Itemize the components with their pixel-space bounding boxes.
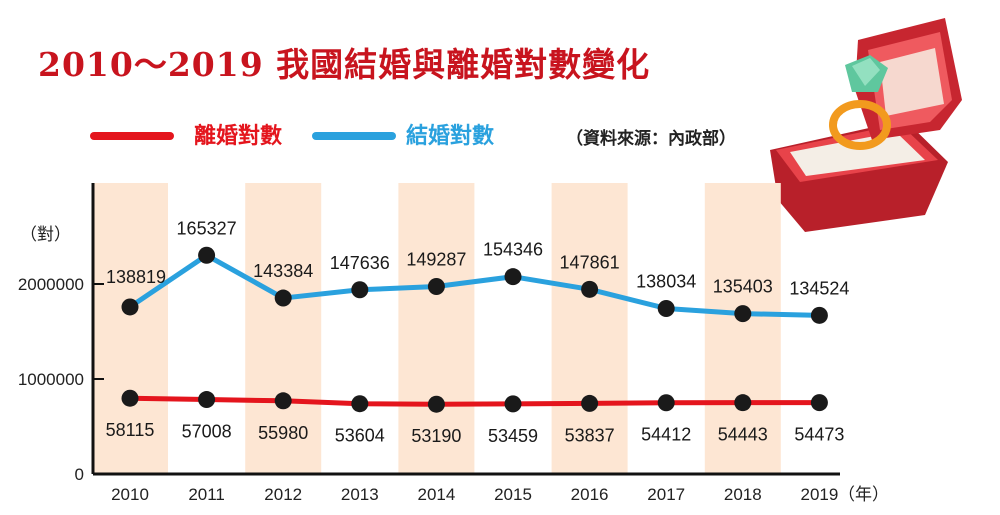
- data-label: 54412: [641, 425, 691, 445]
- x-tick-label: 2019: [800, 485, 838, 504]
- chart-title: 2010～2019 我國結婚與離婚對數變化: [38, 45, 651, 84]
- data-point: [810, 394, 828, 412]
- year-band: [92, 183, 168, 474]
- data-label: 53604: [335, 426, 385, 446]
- x-tick-label: 2015: [494, 485, 532, 504]
- data-point: [198, 246, 216, 264]
- data-label: 147861: [560, 252, 620, 272]
- data-label: 143384: [253, 261, 313, 281]
- data-point: [581, 394, 599, 412]
- data-point: [657, 299, 675, 317]
- series-group: 58115 57008 55980 53604 53190 53459 53837 54412…: [106, 218, 850, 446]
- x-tick-labels: 2010 2011 2012 2013 2014 2015 2016 2017 2018 2019: [111, 485, 838, 504]
- legend-label-divorce: 離婚對數: [194, 123, 283, 148]
- data-label: 134524: [789, 278, 849, 298]
- data-point: [504, 268, 522, 286]
- data-label: 53459: [488, 426, 538, 446]
- data-label: 154346: [483, 240, 543, 260]
- legend: 離婚對數 結婚對數: [90, 118, 770, 152]
- x-tick-label: 2011: [188, 485, 225, 504]
- legend-label-marriage: 結婚對數: [406, 123, 495, 148]
- data-label: 54443: [718, 425, 768, 445]
- data-point: [734, 394, 752, 412]
- marriage-series-line: [127, 252, 822, 318]
- data-point: [351, 395, 369, 413]
- year-band: [398, 183, 475, 474]
- legend-swatch-marriage: [312, 132, 396, 140]
- data-point: [810, 306, 828, 324]
- y-tick-label: 1000000: [18, 370, 84, 389]
- divorce-series-line: [127, 395, 822, 407]
- y-tick-labels: 0 1000000 2000000: [18, 275, 84, 484]
- x-tick-label: 2014: [417, 485, 455, 504]
- data-point: [581, 280, 599, 298]
- data-source-note: （資料來源：內政部）: [566, 129, 736, 148]
- data-point: [427, 278, 445, 296]
- year-bands: [92, 183, 781, 474]
- data-label: 54473: [794, 425, 844, 445]
- data-label: 147636: [330, 253, 390, 273]
- x-axis-unit: （年）: [838, 485, 889, 504]
- data-label: 165327: [177, 218, 237, 238]
- year-band: [551, 183, 628, 474]
- y-tick-label: 2000000: [18, 275, 84, 294]
- data-point: [274, 392, 292, 410]
- y-axis-unit: （對）: [20, 225, 71, 244]
- data-label: 135403: [713, 277, 773, 297]
- data-label: 138034: [636, 271, 696, 291]
- y-tick-label: 0: [75, 465, 84, 484]
- x-tick-label: 2018: [724, 485, 762, 504]
- data-point: [351, 281, 369, 299]
- ring-box-illustration: [770, 18, 962, 232]
- x-tick-label: 2016: [571, 485, 609, 504]
- x-tick-label: 2012: [264, 485, 302, 504]
- legend-swatch-divorce: [90, 132, 174, 140]
- data-label: 53190: [411, 426, 461, 446]
- data-label: 55980: [258, 423, 308, 443]
- data-label: 138819: [106, 267, 166, 287]
- data-point: [504, 395, 522, 413]
- data-point: [734, 305, 752, 323]
- year-band: [245, 183, 322, 474]
- data-point: [198, 391, 216, 409]
- data-label: 57008: [182, 422, 232, 442]
- data-label: 149287: [406, 250, 466, 270]
- data-point: [121, 389, 139, 407]
- data-point: [121, 298, 139, 316]
- x-tick-label: 2017: [647, 485, 685, 504]
- x-tick-label: 2010: [111, 485, 149, 504]
- year-band: [704, 183, 781, 474]
- data-label: 58115: [106, 420, 155, 440]
- data-point: [657, 394, 675, 412]
- data-point: [427, 395, 445, 413]
- x-tick-label: 2013: [341, 485, 379, 504]
- data-point: [274, 289, 292, 307]
- data-label: 53837: [565, 425, 615, 445]
